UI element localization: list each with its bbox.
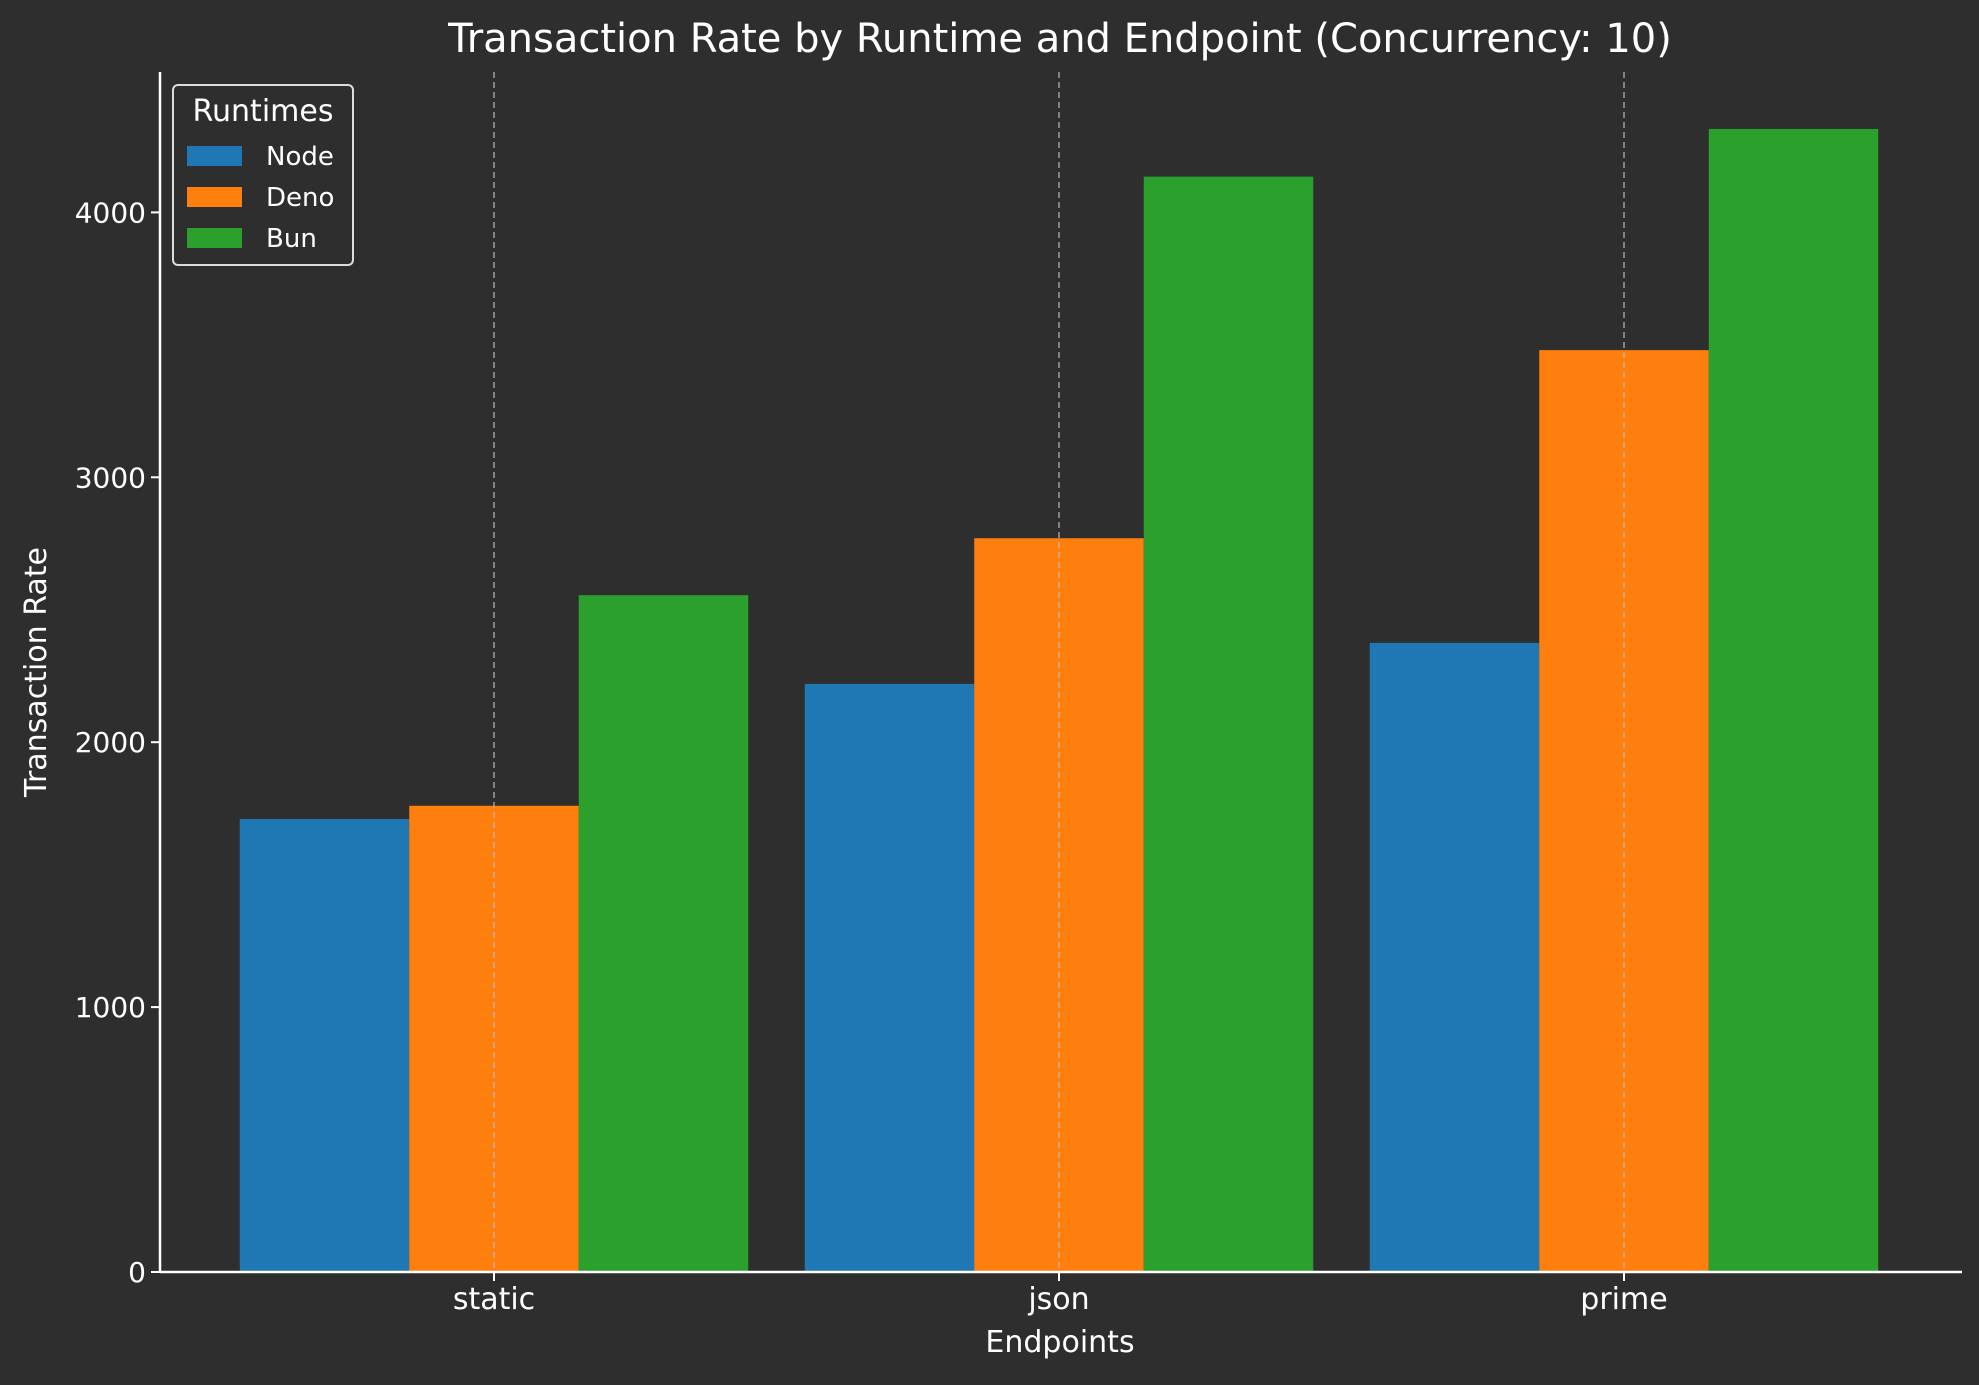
bar-bun-prime [1708, 128, 1879, 1273]
bar-bun-static [578, 595, 749, 1272]
bar-node-json [804, 683, 975, 1272]
legend-label-node: Node [266, 142, 334, 172]
y-tick-label-0: 0 [128, 1256, 146, 1289]
bar-bun-json [1143, 176, 1314, 1273]
y-tick-label-2000: 2000 [75, 726, 146, 759]
x-tick-label-static: static [453, 1282, 535, 1317]
legend-swatch-deno [187, 187, 242, 207]
tick-labels: static json prime 0 1000 2000 3000 4000 [75, 196, 1668, 1317]
y-tick-label-3000: 3000 [75, 461, 146, 494]
legend-label-deno: Deno [266, 183, 334, 213]
legend-swatch-node [187, 146, 242, 166]
bar-node-static [239, 819, 410, 1272]
bar-node-prime [1369, 642, 1540, 1272]
legend-swatch-bun [187, 228, 242, 248]
axes [158, 72, 1962, 1274]
y-tick-label-1000: 1000 [75, 991, 146, 1024]
y-tick-label-4000: 4000 [75, 196, 146, 229]
x-axis-label: Endpoints [985, 1325, 1134, 1360]
legend-box [172, 84, 354, 266]
x-tick-label-prime: prime [1580, 1282, 1667, 1317]
y-axis-label: Transaction Rate [19, 547, 54, 798]
bars [239, 128, 1879, 1273]
legend-label-bun: Bun [266, 224, 317, 254]
legend: Runtimes Node Deno Bun [172, 84, 354, 266]
chart-title: Transaction Rate by Runtime and Endpoint… [447, 16, 1672, 62]
x-tick-label-json: json [1027, 1282, 1089, 1317]
legend-title: Runtimes [193, 94, 334, 129]
legend-entries: Node Deno Bun [187, 142, 334, 254]
